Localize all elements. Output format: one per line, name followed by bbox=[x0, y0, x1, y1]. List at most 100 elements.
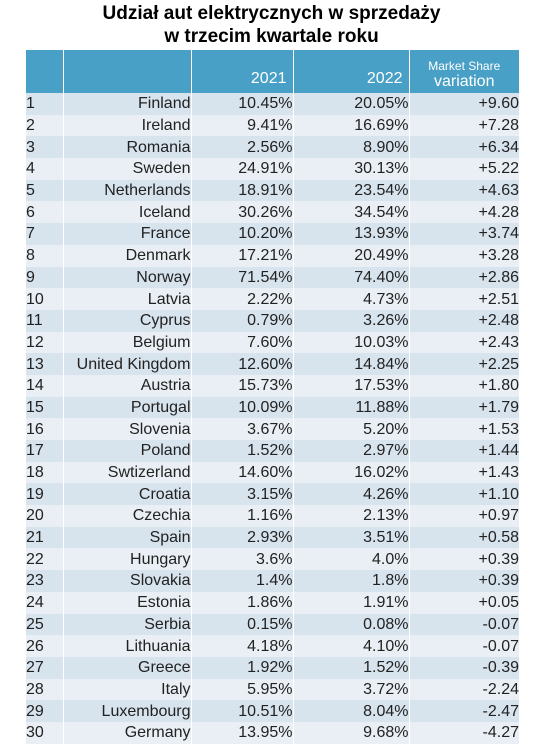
country-cell: Hungary bbox=[63, 548, 192, 571]
country-cell: Croatia bbox=[63, 483, 192, 506]
country-cell: Cyprus bbox=[63, 309, 192, 332]
share-2022-cell: 2.97% bbox=[293, 440, 410, 462]
table-row: 19 Croatia 3.15% 4.26% +1.10 bbox=[26, 483, 519, 506]
share-2021-cell: 2.93% bbox=[191, 526, 294, 549]
variation-cell: -0.07 bbox=[409, 635, 519, 657]
header-variation: Market Share variation bbox=[409, 50, 519, 93]
variation-cell: -0.39 bbox=[409, 656, 519, 679]
country-cell: Estonia bbox=[63, 591, 192, 614]
rank-cell: 22 bbox=[26, 548, 64, 571]
variation-cell: +4.28 bbox=[409, 201, 519, 224]
table-row: 30 Germany 13.95% 9.68% -4.27 bbox=[26, 721, 519, 744]
share-2021-cell: 3.67% bbox=[191, 418, 294, 440]
rank-cell: 10 bbox=[26, 288, 64, 310]
country-cell: Romania bbox=[63, 136, 192, 159]
table-row: 6 Iceland 30.26% 34.54% +4.28 bbox=[26, 201, 519, 224]
table-row: 22 Hungary 3.6% 4.0% +0.39 bbox=[26, 548, 519, 571]
variation-cell: +1.43 bbox=[409, 461, 519, 484]
table-row: 7 France 10.20% 13.93% +3.74 bbox=[26, 223, 519, 245]
rank-cell: 25 bbox=[26, 613, 64, 636]
variation-cell: +0.39 bbox=[409, 548, 519, 571]
variation-cell: +1.53 bbox=[409, 418, 519, 440]
country-cell: Netherlands bbox=[63, 179, 192, 202]
rank-cell: 9 bbox=[26, 266, 64, 289]
share-2022-cell: 1.52% bbox=[293, 656, 410, 679]
variation-cell: +1.80 bbox=[409, 374, 519, 397]
variation-cell: +0.39 bbox=[409, 570, 519, 592]
variation-cell: -2.47 bbox=[409, 700, 519, 722]
variation-cell: +0.05 bbox=[409, 591, 519, 614]
table-row: 24 Estonia 1.86% 1.91% +0.05 bbox=[26, 591, 519, 614]
country-cell: Luxembourg bbox=[63, 700, 192, 722]
variation-cell: -0.07 bbox=[409, 613, 519, 636]
share-2022-cell: 16.02% bbox=[293, 461, 410, 484]
share-2021-cell: 9.41% bbox=[191, 114, 294, 137]
country-cell: Italy bbox=[63, 678, 192, 701]
country-cell: Swtizerland bbox=[63, 461, 192, 484]
variation-cell: +2.25 bbox=[409, 353, 519, 375]
rank-cell: 12 bbox=[26, 331, 64, 354]
table-row: 4 Sweden 24.91% 30.13% +5.22 bbox=[26, 158, 519, 180]
header-variation-line-1: Market Share bbox=[428, 59, 501, 73]
country-cell: Germany bbox=[63, 721, 192, 744]
table-row: 11 Cyprus 0.79% 3.26% +2.48 bbox=[26, 309, 519, 332]
share-2022-cell: 34.54% bbox=[293, 201, 410, 224]
share-2021-cell: 7.60% bbox=[191, 331, 294, 354]
share-2022-cell: 20.05% bbox=[293, 93, 410, 115]
share-2022-cell: 1.8% bbox=[293, 570, 410, 592]
table-row: 21 Spain 2.93% 3.51% +0.58 bbox=[26, 526, 519, 549]
table-row: 2 Ireland 9.41% 16.69% +7.28 bbox=[26, 114, 519, 137]
variation-cell: +2.43 bbox=[409, 331, 519, 354]
share-2022-cell: 20.49% bbox=[293, 244, 410, 267]
variation-cell: +5.22 bbox=[409, 158, 519, 180]
variation-cell: +1.79 bbox=[409, 396, 519, 419]
share-2022-cell: 2.13% bbox=[293, 505, 410, 527]
share-2021-cell: 18.91% bbox=[191, 179, 294, 202]
share-2022-cell: 3.26% bbox=[293, 309, 410, 332]
share-2021-cell: 1.86% bbox=[191, 591, 294, 614]
country-cell: Latvia bbox=[63, 288, 192, 310]
header-2022: 2022 bbox=[293, 50, 410, 93]
share-2021-cell: 2.22% bbox=[191, 288, 294, 310]
share-2021-cell: 10.20% bbox=[191, 223, 294, 245]
header-variation-line-2: variation bbox=[434, 73, 495, 90]
share-2022-cell: 1.91% bbox=[293, 591, 410, 614]
share-2021-cell: 10.09% bbox=[191, 396, 294, 419]
rank-cell: 19 bbox=[26, 483, 64, 506]
country-cell: United Kingdom bbox=[63, 353, 192, 375]
chart-title-line-2: w trzecim kwartale roku bbox=[164, 26, 379, 47]
rank-cell: 26 bbox=[26, 635, 64, 657]
country-cell: Iceland bbox=[63, 201, 192, 224]
variation-cell: -2.24 bbox=[409, 678, 519, 701]
share-2022-cell: 30.13% bbox=[293, 158, 410, 180]
rank-cell: 5 bbox=[26, 179, 64, 202]
header-country bbox=[63, 50, 192, 93]
table-row: 12 Belgium 7.60% 10.03% +2.43 bbox=[26, 331, 519, 354]
share-2021-cell: 14.60% bbox=[191, 461, 294, 484]
country-cell: Greece bbox=[63, 656, 192, 679]
share-2022-cell: 16.69% bbox=[293, 114, 410, 137]
rank-cell: 15 bbox=[26, 396, 64, 419]
share-2022-cell: 10.03% bbox=[293, 331, 410, 354]
variation-cell: +3.28 bbox=[409, 244, 519, 267]
chart-title: Udział aut elektrycznych w sprzedaży w t… bbox=[0, 2, 543, 48]
share-2021-cell: 17.21% bbox=[191, 244, 294, 267]
rank-cell: 6 bbox=[26, 201, 64, 224]
variation-cell: +9.60 bbox=[409, 93, 519, 115]
rank-cell: 13 bbox=[26, 353, 64, 375]
table-row: 29 Luxembourg 10.51% 8.04% -2.47 bbox=[26, 700, 519, 722]
country-cell: Ireland bbox=[63, 114, 192, 137]
country-cell: Serbia bbox=[63, 613, 192, 636]
country-cell: Belgium bbox=[63, 331, 192, 354]
table-row: 5 Netherlands 18.91% 23.54% +4.63 bbox=[26, 179, 519, 202]
variation-cell: +2.86 bbox=[409, 266, 519, 289]
share-2021-cell: 71.54% bbox=[191, 266, 294, 289]
share-2022-cell: 4.73% bbox=[293, 288, 410, 310]
share-2022-cell: 11.88% bbox=[293, 396, 410, 419]
table-row: 25 Serbia 0.15% 0.08% -0.07 bbox=[26, 613, 519, 636]
share-2022-cell: 4.0% bbox=[293, 548, 410, 571]
table-row: 8 Denmark 17.21% 20.49% +3.28 bbox=[26, 244, 519, 267]
country-cell: Austria bbox=[63, 374, 192, 397]
country-cell: Slovenia bbox=[63, 418, 192, 440]
share-2021-cell: 13.95% bbox=[191, 721, 294, 744]
